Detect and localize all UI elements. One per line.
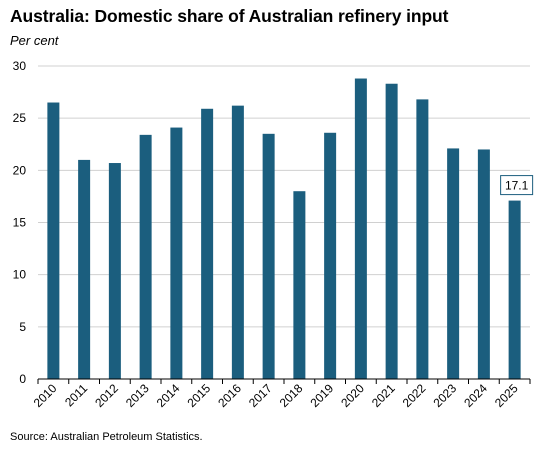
x-tick-label: 2018	[277, 381, 306, 410]
bars	[47, 78, 521, 380]
x-tick-label: 2017	[246, 381, 275, 410]
bar-2024	[477, 149, 490, 379]
bar-2013	[139, 134, 152, 379]
bar-2019	[324, 132, 337, 379]
bar-2025	[508, 200, 521, 379]
x-tick-label: 2022	[400, 381, 429, 410]
y-tick-label: 20	[13, 163, 27, 177]
y-axis-ticks: 0 5 10 15 20 25 30	[13, 59, 27, 386]
y-tick-label: 25	[13, 111, 27, 125]
bar-2020	[354, 78, 367, 380]
x-tick-label: 2024	[461, 381, 490, 410]
y-tick-label: 5	[19, 320, 26, 334]
x-tick-label: 2019	[307, 381, 336, 410]
x-tick-label: 2023	[430, 381, 459, 410]
x-tick-label: 2015	[184, 381, 213, 410]
bar-2021	[385, 83, 398, 379]
x-tick-label: 2020	[338, 381, 367, 410]
bar-2012	[108, 163, 121, 379]
callout-box	[500, 175, 534, 196]
bar-2014	[170, 127, 183, 379]
callout-label: 17.1	[505, 179, 529, 193]
x-axis-ticks: 2010 2011 2012 2013 2014 2015 2016 2017 2018 2019…	[31, 379, 531, 410]
bar-2016	[231, 105, 244, 379]
chart-subtitle: Per cent	[10, 33, 59, 48]
chart-title: Australia: Domestic share of Australian …	[10, 6, 449, 26]
source-note: Source: Australian Petroleum Statistics.	[10, 431, 203, 443]
bar-2015	[201, 108, 214, 379]
y-tick-label: 0	[19, 372, 26, 386]
y-tick-label: 10	[13, 268, 27, 282]
x-tick-label: 2021	[369, 381, 398, 410]
x-tick-label: 2014	[154, 381, 183, 410]
x-tick-label: 2016	[215, 381, 244, 410]
y-tick-label: 30	[13, 59, 27, 73]
x-tick-label: 2025	[492, 381, 521, 410]
bar-2023	[447, 148, 460, 379]
bar-2022	[416, 99, 429, 380]
bar-2010	[47, 102, 60, 380]
bar-2011	[78, 159, 91, 379]
bar-2018	[293, 191, 306, 379]
value-callout: 17.1	[500, 175, 534, 196]
bar-2017	[262, 133, 275, 379]
x-tick-label: 2012	[92, 381, 121, 410]
x-tick-label: 2013	[123, 381, 152, 410]
x-tick-label: 2011	[62, 381, 90, 409]
x-tick-label: 2010	[31, 381, 60, 410]
y-tick-label: 15	[13, 216, 27, 230]
